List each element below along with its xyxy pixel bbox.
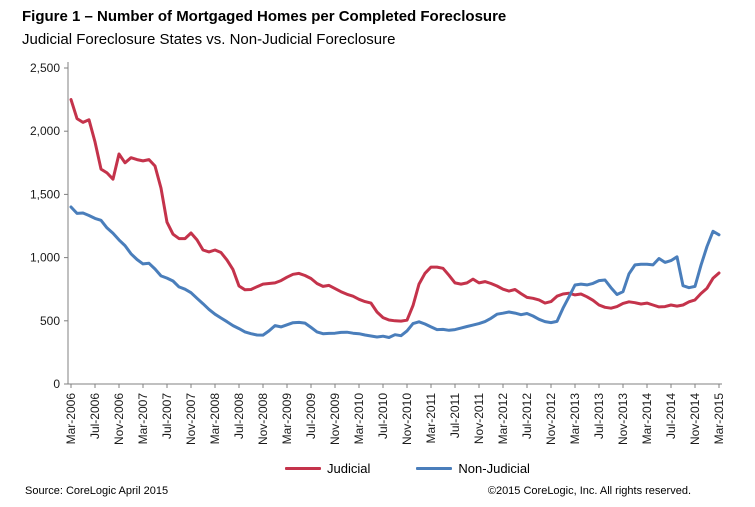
x-tick-label: Mar-2006 [64, 393, 78, 445]
x-tick-label: Jul-2007 [160, 393, 174, 439]
x-tick-label: Jul-2010 [376, 393, 390, 439]
y-tick-label: 1,500 [30, 187, 60, 201]
x-tick-label: Jul-2012 [520, 393, 534, 439]
x-tick-label: Mar-2014 [640, 393, 654, 445]
x-tick-label: Mar-2013 [568, 393, 582, 445]
x-tick-label: Mar-2008 [208, 393, 222, 445]
y-tick-label: 500 [40, 314, 60, 328]
x-tick-label: Jul-2013 [592, 393, 606, 439]
judicial-line-swatch [285, 467, 322, 470]
judicial-legend-label: Judicial [327, 461, 371, 476]
judicial-line [69, 98, 721, 323]
chart-subtitle: Judicial Foreclosure States vs. Non-Judi… [22, 31, 396, 48]
y-tick-label: 1,000 [30, 251, 60, 265]
legend-item-non-judicial: Non-Judicial [416, 461, 530, 476]
x-tick-label: Mar-2007 [136, 393, 150, 445]
x-tick-label: Jul-2006 [88, 393, 102, 439]
source-note: Source: CoreLogic April 2015 [25, 485, 169, 497]
x-tick-label: Nov-2014 [688, 393, 702, 445]
x-tick-label: Jul-2008 [232, 393, 246, 439]
x-tick-label: Nov-2009 [328, 393, 342, 445]
x-tick-label: Nov-2010 [400, 393, 414, 445]
chart-title: Figure 1 – Number of Mortgaged Homes per… [22, 8, 507, 25]
non-judicial-legend-label: Non-Judicial [458, 461, 530, 476]
x-tick-label: Mar-2012 [496, 393, 510, 445]
x-tick-label: Mar-2010 [352, 393, 366, 445]
legend-item-judicial: Judicial [285, 461, 370, 476]
x-tick-label: Mar-2011 [424, 393, 438, 444]
y-tick-label: 2,500 [30, 61, 60, 75]
x-tick-label: Jul-2011 [448, 393, 462, 438]
y-tick-label: 0 [53, 377, 60, 391]
x-tick-label: Nov-2012 [544, 393, 558, 445]
x-tick-label: Nov-2008 [256, 393, 270, 445]
x-tick-label: Nov-2011 [472, 393, 486, 444]
copyright-note: ©2015 CoreLogic, Inc. All rights reserve… [487, 485, 691, 497]
chart-legend: Judicial Non-Judicial [0, 461, 755, 476]
x-tick-label: Mar-2015 [712, 393, 726, 445]
x-tick-label: Jul-2009 [304, 393, 318, 439]
x-tick-label: Nov-2007 [184, 393, 198, 445]
x-tick-label: Mar-2009 [280, 393, 294, 445]
non-judicial-line-swatch [416, 467, 453, 470]
non-judicial-line [69, 205, 721, 339]
x-tick-label: Nov-2013 [616, 393, 630, 445]
y-tick-label: 2,000 [30, 124, 60, 138]
x-tick-label: Nov-2006 [112, 393, 126, 445]
x-tick-label: Jul-2014 [664, 393, 678, 439]
